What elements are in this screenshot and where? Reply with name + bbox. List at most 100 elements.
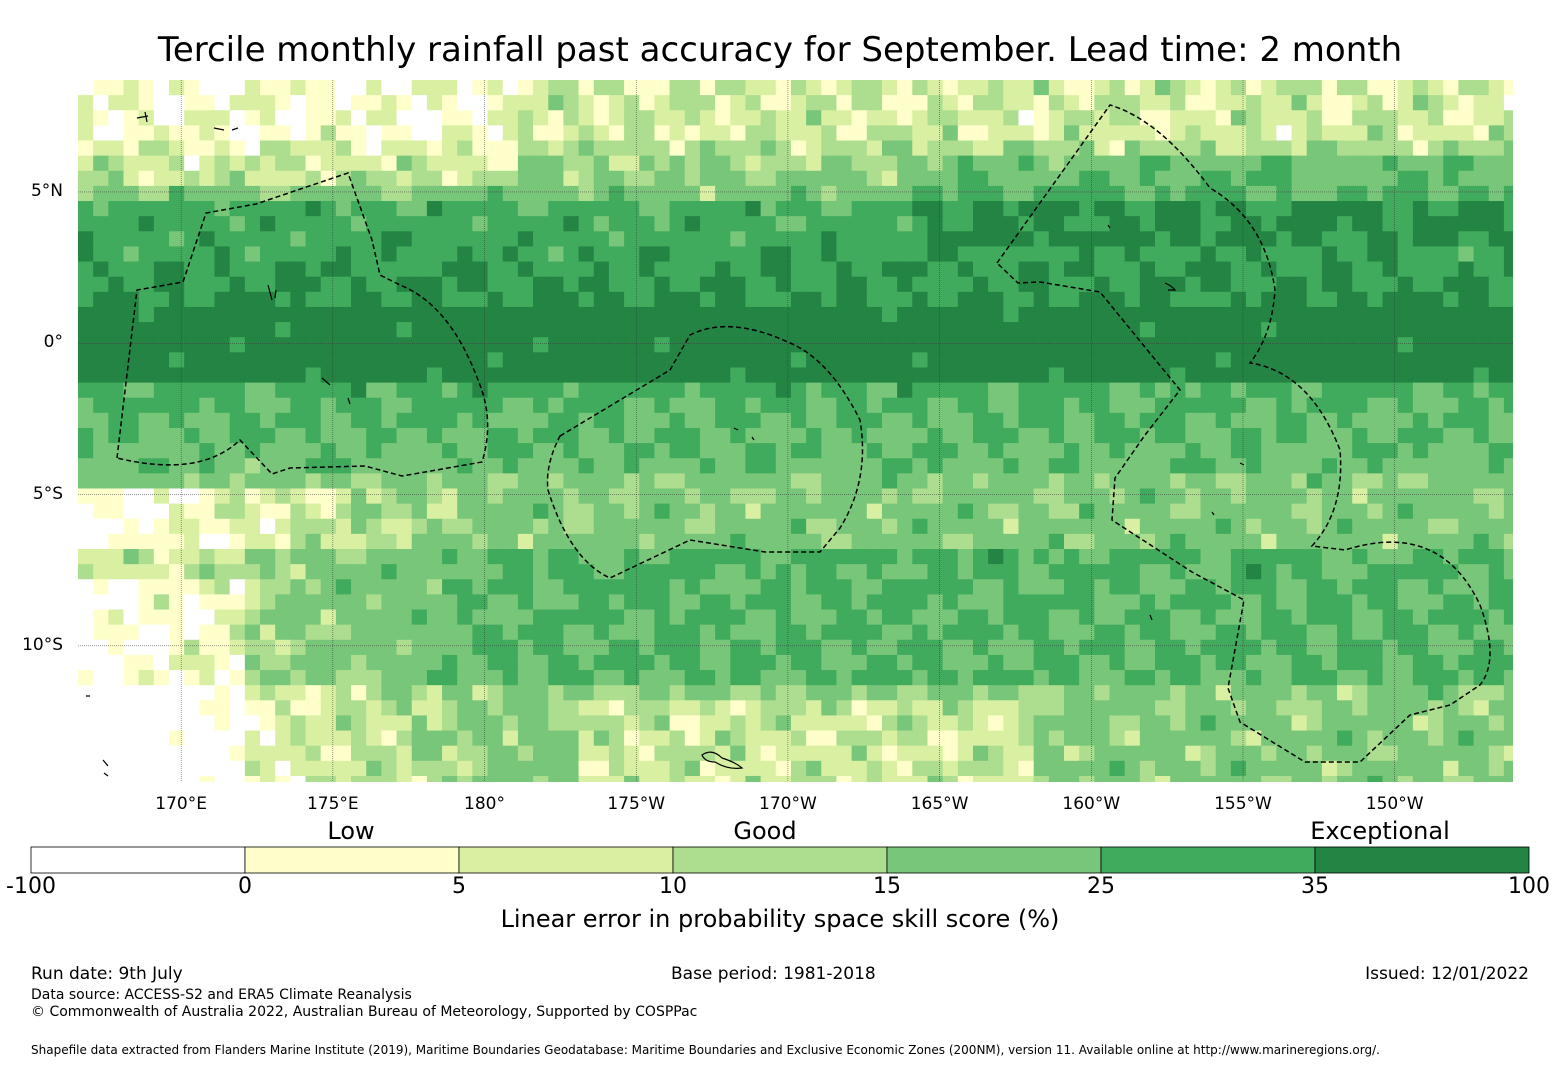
grid-cell	[806, 276, 822, 293]
grid-cell	[836, 276, 853, 293]
grid-cell	[684, 155, 701, 172]
grid-cell	[1094, 639, 1111, 656]
grid-cell	[760, 246, 777, 263]
grid-cell	[790, 730, 807, 747]
grid-cell	[1139, 231, 1156, 248]
grid-cell	[730, 125, 747, 142]
grid-cell	[427, 791, 443, 800]
grid-cell	[381, 306, 398, 323]
grid-cell	[1261, 216, 1277, 232]
grid-cell	[988, 639, 1004, 656]
grid-cell	[1215, 306, 1232, 323]
grid-cell	[624, 775, 640, 782]
grid-cell	[229, 337, 246, 353]
grid-cell	[1276, 231, 1293, 248]
grid-cell	[775, 518, 792, 535]
grid-cell	[244, 185, 261, 202]
grid-cell	[669, 306, 686, 323]
grid-cell	[957, 473, 974, 490]
grid-cell	[654, 745, 671, 762]
grid-cell	[578, 458, 595, 474]
eez-boundary-tokelau	[546, 325, 864, 579]
grid-cell	[1033, 246, 1050, 263]
grid-cell	[1170, 730, 1186, 747]
grid-cell	[851, 125, 868, 142]
grid-cell	[487, 745, 504, 762]
grid-cell	[275, 579, 291, 595]
grid-cell	[624, 564, 640, 580]
grid-cell	[548, 700, 565, 717]
grid-cell	[335, 700, 352, 717]
grid-cell	[426, 306, 443, 323]
grid-cell	[730, 231, 747, 248]
grid-cell	[1337, 185, 1353, 202]
grid-cell	[1367, 458, 1384, 474]
grid-cell	[624, 231, 640, 248]
grid-cell	[244, 564, 261, 580]
grid-cell	[78, 639, 94, 656]
grid-cell	[457, 473, 473, 490]
grid-cell	[806, 125, 822, 142]
grid-cell	[244, 216, 261, 232]
grid-cell	[790, 685, 807, 701]
grid-cell	[684, 443, 701, 459]
grid-cell	[457, 670, 473, 686]
grid-cell	[1443, 140, 1459, 157]
grid-cell	[487, 730, 504, 747]
grid-cell	[578, 685, 595, 701]
grid-cell	[290, 201, 307, 217]
grid-cell	[715, 488, 731, 505]
grid-cell	[1018, 80, 1035, 96]
grid-cell	[457, 155, 473, 172]
grid-cell	[1200, 382, 1217, 399]
grid-cell	[1124, 412, 1141, 429]
grid-cell	[1170, 382, 1186, 399]
grid-cell	[229, 201, 246, 217]
grid-cell	[1352, 458, 1368, 474]
grid-cell	[275, 670, 291, 686]
grid-cell	[1367, 216, 1384, 232]
grid-cell	[335, 352, 352, 369]
grid-cell	[1306, 503, 1323, 520]
grid-cell	[487, 322, 504, 338]
grid-cell	[1412, 654, 1429, 671]
colorbar-tick-label: 25	[1087, 874, 1115, 899]
grid-cell	[897, 322, 913, 338]
grid-cell	[1170, 670, 1186, 686]
grid-cell	[1033, 80, 1050, 96]
grid-cell	[988, 518, 1004, 535]
grid-cell	[442, 609, 458, 626]
grid-cell	[275, 700, 291, 717]
grid-cell	[169, 337, 185, 353]
grid-cell	[639, 231, 656, 248]
grid-cell	[1200, 140, 1217, 157]
grid-cell	[1397, 745, 1414, 762]
grid-cell	[1337, 745, 1353, 762]
grid-cell	[517, 261, 534, 278]
grid-cell	[775, 291, 792, 308]
grid-cell	[912, 155, 929, 172]
grid-cell	[699, 775, 716, 782]
grid-cell	[260, 670, 276, 686]
grid-cell	[1473, 745, 1490, 762]
grid-cell	[593, 95, 610, 111]
grid-cell	[684, 685, 701, 701]
grid-cell	[1124, 775, 1141, 782]
grid-cell	[972, 503, 989, 520]
grid-cell	[1519, 519, 1535, 535]
grid-cell	[593, 306, 610, 323]
grid-cell	[396, 110, 413, 126]
grid-cell	[1519, 262, 1535, 278]
grid-cell	[199, 518, 216, 535]
grid-cell	[1519, 125, 1535, 141]
grid-cell	[1473, 715, 1490, 732]
grid-cell	[1321, 579, 1338, 595]
grid-cell	[760, 352, 777, 369]
grid-cell	[715, 261, 731, 278]
grid-cell	[1321, 715, 1338, 732]
grid-cell	[1321, 412, 1338, 429]
grid-cell	[806, 155, 822, 172]
grid-cell	[1291, 715, 1308, 732]
grid-cell	[123, 685, 140, 701]
grid-cell	[593, 125, 610, 142]
